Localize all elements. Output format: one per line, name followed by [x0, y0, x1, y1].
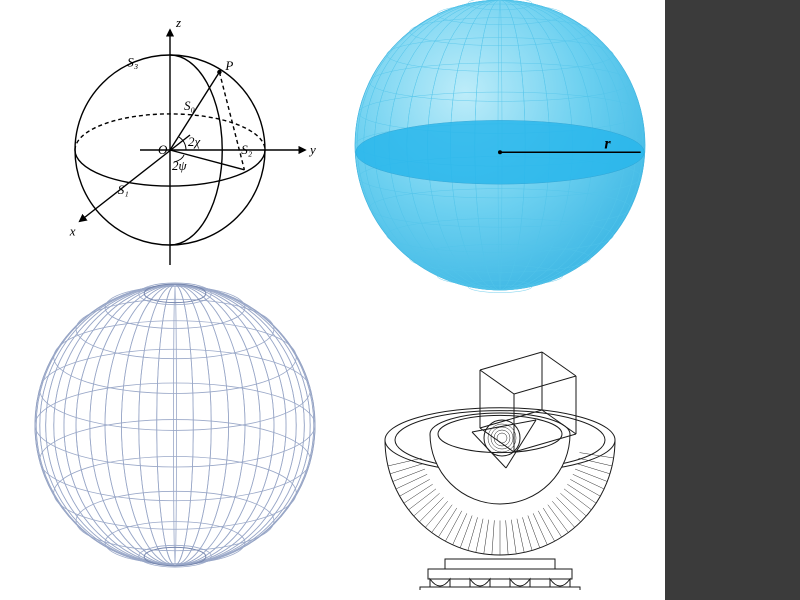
poincare-sphere-diagram: Ox y z P S₀ S₁ S₂ S₃ 2χ2ψ: [10, 0, 320, 280]
kepler-mysterium-diagram: [360, 310, 640, 590]
svg-text:S₂: S₂: [241, 142, 253, 157]
sidebar-panel: [665, 0, 800, 600]
svg-text:S₁: S₁: [118, 182, 129, 197]
svg-text:2χ: 2χ: [188, 134, 201, 149]
content-area: Ox y z P S₀ S₁ S₂ S₃ 2χ2ψ r: [0, 0, 665, 600]
svg-text:z: z: [175, 15, 181, 30]
svg-text:S₀: S₀: [184, 98, 195, 113]
svg-text:y: y: [308, 142, 316, 157]
svg-text:P: P: [224, 58, 233, 73]
svg-text:S₃: S₃: [127, 54, 138, 69]
svg-text:O: O: [158, 142, 168, 157]
svg-text:x: x: [69, 223, 76, 238]
solid-sphere-diagram: r: [340, 0, 650, 290]
wireframe-sphere-diagram: [30, 265, 320, 585]
svg-text:r: r: [604, 135, 611, 152]
svg-text:2ψ: 2ψ: [172, 158, 188, 173]
